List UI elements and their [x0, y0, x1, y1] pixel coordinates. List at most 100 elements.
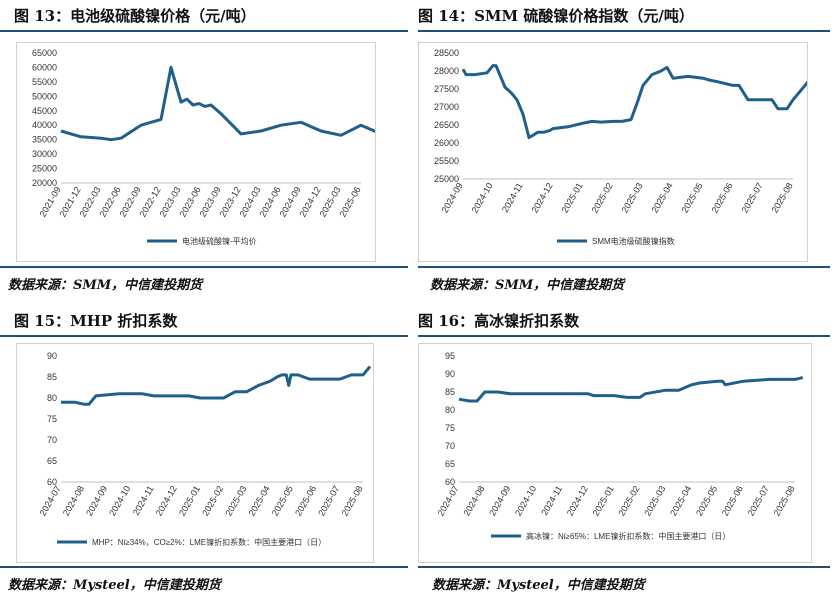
chart-15-svg: 606570758085902024-072024-082024-092024-…: [38, 351, 372, 547]
x-tick-label: 2025-03: [620, 181, 645, 215]
x-tick-label: 2025-08: [340, 484, 365, 518]
x-tick-label: 2024-11: [500, 181, 525, 214]
y-tick-label: 80: [445, 405, 455, 415]
section-rule: [0, 566, 408, 568]
y-tick-label: 90: [47, 351, 57, 361]
y-tick-label: 60000: [32, 62, 57, 72]
legend-label: 高冰镍：Ni≥65%：LME镍折扣系数：中国主要港口（日）: [526, 531, 730, 541]
series-line: [461, 64, 810, 140]
y-tick-label: 70: [445, 441, 455, 451]
y-tick-label: 65: [445, 459, 455, 469]
x-tick-label: 2024-08: [461, 484, 486, 518]
x-tick-label: 2025-04: [247, 484, 272, 518]
title-rule: [418, 30, 830, 32]
chart-frame-16: 60 65 70 75 80 85 90 95 2024-07 2024-08 2024-09 202…: [418, 343, 812, 563]
section-rule: [0, 266, 408, 268]
title-rule: [0, 335, 408, 337]
x-tick-label: 2025-08: [770, 181, 795, 215]
x-tick-label: 2024-07: [38, 484, 63, 518]
x-tick-label: 2025-04: [668, 484, 693, 518]
chart-frame-14: 25000 25500 26000 26500 27000 27500 28000 28500…: [418, 42, 810, 262]
y-tick-label: 70: [47, 435, 57, 445]
y-tick-label: 26500: [434, 120, 459, 130]
y-tick-label: 60: [445, 477, 455, 487]
section-rule: [418, 566, 830, 568]
legend-label: MHP：Ni≥34%，CO≥2%：LME镍折扣系数：中国主要港口（日）: [92, 537, 326, 547]
x-tick-label: 2025-01: [560, 181, 585, 215]
source-note-14: 数据来源：SMM，中信建投期货: [430, 278, 625, 293]
x-tick-label: 2024-11: [131, 484, 156, 517]
y-tick-label: 40000: [32, 120, 57, 130]
x-tick-label: 2024-09: [84, 484, 109, 518]
y-tick-label: 75: [445, 423, 455, 433]
series-line: [60, 65, 834, 166]
chart-14-svg: 25000 25500 26000 26500 27000 27500 28000 28500…: [434, 48, 810, 246]
panel-title-13: 图 13：电池级硫酸镍价格（元/吨）: [14, 7, 256, 25]
y-tick-label: 85: [47, 372, 57, 382]
x-tick-label: 2025-08: [772, 484, 797, 518]
source-note-13: 数据来源：SMM，中信建投期货: [8, 278, 203, 293]
x-tick-label: 2024-09: [440, 181, 465, 215]
chart-frame-15: 60 65 70 75 80 85 90 2024-07 2024-08 2024-09 2024-…: [16, 343, 374, 563]
panel-title-16: 图 16：高冰镍折扣系数: [418, 312, 580, 330]
y-tick-label: 85: [445, 387, 455, 397]
title-rule: [0, 30, 408, 32]
x-tick-label: 2025-03: [223, 484, 248, 518]
x-tick-label: 2025-05: [270, 484, 295, 518]
y-tick-label: 65000: [32, 48, 57, 58]
x-tick-label: 2025-06: [710, 181, 735, 215]
chart-frame-13: 20000 25000 30000 35000 40000 45000 50000 55000…: [16, 42, 834, 262]
x-tick-label: 2024-08: [61, 484, 86, 518]
x-tick-label: 2024-10: [107, 484, 132, 518]
x-tick-label: 2024-11: [539, 484, 564, 517]
y-tick-label: 90: [445, 369, 455, 379]
y-tick-label: 75: [47, 414, 57, 424]
y-tick-label: 55000: [32, 77, 57, 87]
y-tick-label: 65: [47, 456, 57, 466]
series-line: [61, 365, 372, 406]
x-tick-label: 2024-10: [513, 484, 538, 518]
panel-title-14: 图 14：SMM 硫酸镍价格指数（元/吨）: [418, 7, 694, 25]
chart-13-svg: 20000 25000 30000 35000 40000 45000 50000 55000…: [32, 48, 834, 246]
x-tick-label: 2024-12: [565, 484, 590, 518]
x-tick-label: 2024-12: [530, 181, 555, 215]
x-tick-label: 2025-02: [616, 484, 641, 518]
x-tick-label: 2024-10: [470, 181, 495, 215]
y-tick-label: 25500: [434, 156, 459, 166]
y-tick-label: 80: [47, 393, 57, 403]
y-tick-label: 25000: [434, 174, 459, 184]
y-tick-label: 95: [445, 351, 455, 361]
x-tick-label: 2024-09: [487, 484, 512, 518]
x-tick-label: 2025-02: [590, 181, 615, 215]
y-tick-label: 28000: [434, 66, 459, 76]
y-tick-label: 50000: [32, 91, 57, 101]
y-tick-label: 25000: [32, 164, 57, 174]
source-note-16: 数据来源：Mysteel，中信建投期货: [432, 578, 645, 593]
y-tick-label: 28500: [434, 48, 459, 58]
panel-title-15: 图 15：MHP 折扣系数: [14, 312, 178, 330]
y-tick-label: 27000: [434, 102, 459, 112]
title-rule: [418, 335, 830, 337]
section-rule: [418, 266, 830, 268]
y-tick-label: 27500: [434, 84, 459, 94]
legend-label: SMM电池级硫酸镍指数: [592, 236, 675, 246]
legend-label: 电池级硫酸镍-平均价: [182, 236, 257, 246]
y-tick-label: 26000: [434, 138, 459, 148]
x-tick-label: 2025-05: [680, 181, 705, 215]
y-tick-label: 20000: [32, 178, 57, 188]
x-tick-label: 2025-01: [591, 484, 616, 518]
series-line: [458, 376, 804, 403]
y-tick-label: 45000: [32, 106, 57, 116]
x-tick-label: 2025-06: [720, 484, 745, 518]
y-tick-label: 60: [47, 477, 57, 487]
x-tick-label: 2024-07: [436, 484, 461, 518]
x-tick-label: 2025-06: [293, 484, 318, 518]
x-tick-label: 2025-04: [650, 181, 675, 215]
x-tick-label: 2025-07: [746, 484, 771, 518]
x-tick-label: 2025-07: [316, 484, 341, 518]
x-tick-label: 2025-03: [642, 484, 667, 518]
source-note-15: 数据来源：Mysteel，中信建投期货: [8, 578, 221, 593]
y-tick-label: 30000: [32, 149, 57, 159]
x-tick-label: 2025-02: [200, 484, 225, 518]
